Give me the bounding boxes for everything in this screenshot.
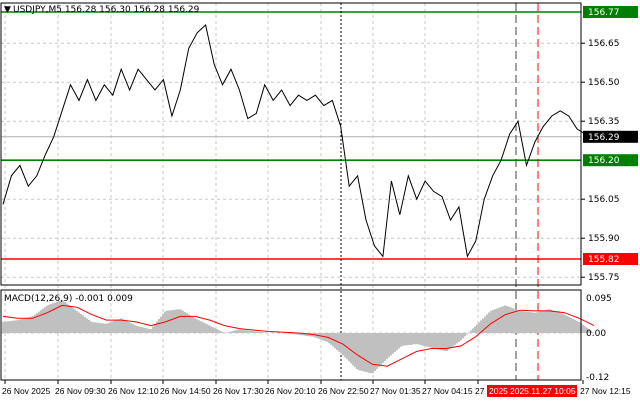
time-tick-label: 26 Nov 09:30 [55,386,106,396]
time-tick-label: 26 Nov 22:50 [318,386,369,396]
time-tick-label: 26 Nov 14:50 [160,386,211,396]
time-cursor-box [487,385,577,397]
current-price-box [583,130,638,143]
macd-signal-line [2,304,595,367]
level-label: 156.77 [588,8,620,18]
macd-tick-label: 0.095 [586,294,612,304]
macd-label: MACD(12,26,9) -0.001 0.009 [4,294,133,304]
macd-axis: 0.095 0.00 -0.12 [586,294,612,383]
time-tick-label: 27 [475,386,485,396]
price-tick-label: 155.75 [588,273,620,283]
price-tick-label: 156.50 [588,78,620,88]
price-tick-label: 156.65 [588,39,620,49]
price-tick-label: 156.35 [588,117,620,127]
time-axis: 26 Nov 2025 26 Nov 09:30 26 Nov 12:10 26 No… [2,380,631,397]
grid [1,3,581,380]
level-label-box [583,154,638,167]
price-line [2,24,595,258]
price-tick-label: 155.90 [588,234,620,244]
time-cursor-label: 2025.11.27 10:05 [510,386,576,396]
price-panel-frame [0,2,582,286]
time-cursor-prefix: 2025 [489,386,508,396]
macd-tick-label: -0.12 [586,373,609,383]
price-axis: 156.65 156.50 156.35 156.05 155.90 155.75 156.… [581,6,638,283]
macd-tick-label: 0.00 [586,329,606,339]
time-tick-label: 26 Nov 12:10 [108,386,159,396]
symbol-header: ▼ USDJPY,M5 156.28 156.30 156.28 156.29 [4,5,200,15]
time-tick-label: 26 Nov 17:30 [213,386,264,396]
level-label: 155.82 [588,255,620,265]
time-tick-label: 27 Nov 01:35 [370,386,421,396]
level-label-box [583,253,638,265]
current-price-label: 156.29 [588,133,620,143]
symbol-header-text: USDJPY,M5 156.28 156.30 156.28 156.29 [13,5,200,15]
time-tick-label: 26 Nov 2025 [2,386,50,396]
collapse-triangle-icon[interactable]: ▼ [4,5,11,15]
time-tick-label: 27 Nov 04:15 [422,386,473,396]
time-tick-label: 26 Nov 20:10 [265,386,316,396]
price-levels [1,11,581,260]
time-tick-label: 27 Nov 12:15 [580,386,631,396]
macd-histogram [2,300,594,374]
level-label: 156.20 [588,156,620,166]
level-label-box [583,6,638,18]
price-tick-label: 156.05 [588,195,620,205]
macd-panel-frame [0,289,582,381]
